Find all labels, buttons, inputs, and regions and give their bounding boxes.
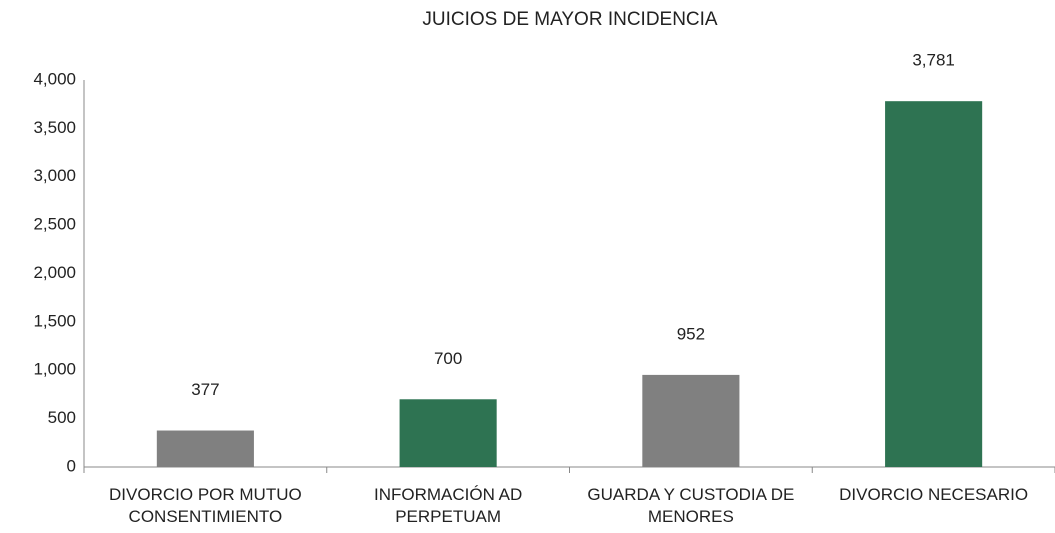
bar xyxy=(156,430,254,467)
data-label: 377 xyxy=(191,380,219,399)
bar xyxy=(642,374,740,467)
data-label: 700 xyxy=(434,349,462,368)
y-tick-label: 1,000 xyxy=(33,360,76,379)
y-tick-label: 500 xyxy=(48,408,76,427)
chart-title: JUICIOS DE MAYOR INCIDENCIA xyxy=(422,9,718,30)
x-tick-label: DIVORCIO POR MUTUO CONSENTIMIENTO xyxy=(109,485,302,526)
x-tick-label: GUARDA Y CUSTODIA DE MENORES xyxy=(587,485,795,526)
x-tick-label: DIVORCIO NECESARIO xyxy=(839,485,1029,504)
y-tick-label: 1,500 xyxy=(33,311,76,330)
x-tick-label: INFORMACIÓN AD PERPETUAM xyxy=(373,485,523,526)
y-tick-label: 3,500 xyxy=(33,118,76,137)
y-tick-label: 4,000 xyxy=(33,69,76,88)
y-tick-label: 3,000 xyxy=(33,166,76,185)
data-label: 952 xyxy=(677,324,705,343)
y-tick-label: 2,000 xyxy=(33,263,76,282)
y-tick-label: 2,500 xyxy=(33,215,76,234)
y-tick-label: 0 xyxy=(67,456,76,475)
data-label: 3,781 xyxy=(912,51,955,70)
bar xyxy=(399,399,497,467)
bar xyxy=(885,101,983,468)
